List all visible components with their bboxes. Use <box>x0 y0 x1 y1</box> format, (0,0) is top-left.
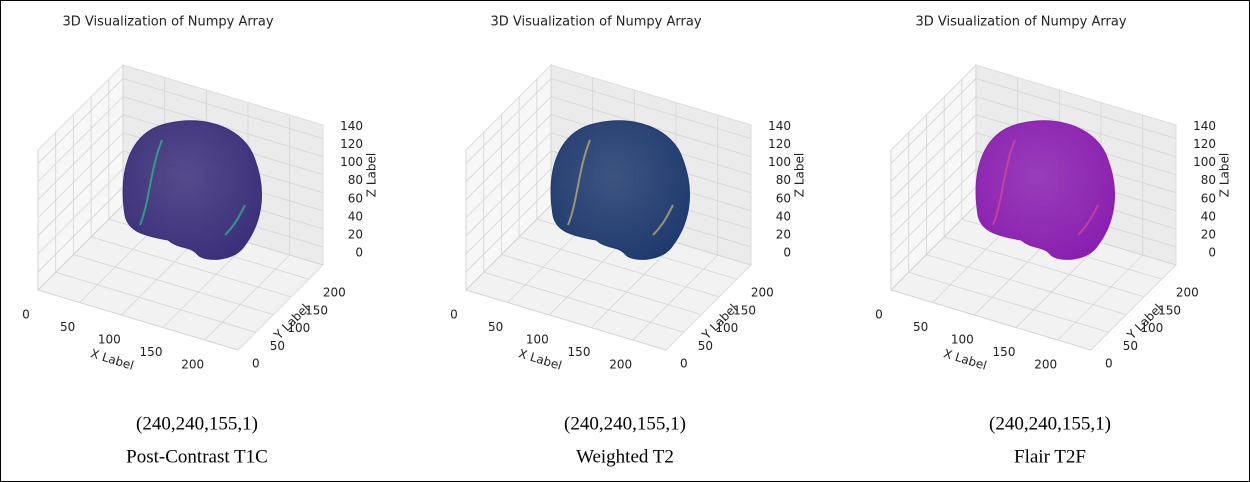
x-tick-label: 100 <box>951 333 974 347</box>
y-tick-label: 200 <box>751 286 774 300</box>
z-tick-label: 100 <box>1193 155 1216 169</box>
z-tick-label: 0 <box>783 246 791 260</box>
x-tick-label: 150 <box>993 345 1016 359</box>
z-tick-label: 20 <box>1201 227 1216 241</box>
x-tick-label: 0 <box>875 308 883 322</box>
y-tick-label: 0 <box>252 357 260 371</box>
x-tick-label: 150 <box>140 345 163 359</box>
z-tick-label: 40 <box>1201 209 1216 223</box>
x-tick-label: 0 <box>22 308 30 322</box>
caption-name: Flair T2F <box>1014 446 1086 467</box>
y-tick-label: 0 <box>680 357 688 371</box>
z-tick-label: 80 <box>348 173 363 187</box>
chart-title: 3D Visualization of Numpy Array <box>915 15 1126 30</box>
z-tick-label: 80 <box>1201 173 1216 187</box>
z-tick-label: 100 <box>768 155 791 169</box>
z-tick-label: 120 <box>1193 137 1216 151</box>
x-tick-label: 50 <box>913 320 928 334</box>
x-tick-label: 200 <box>1034 358 1057 372</box>
z-tick-label: 120 <box>768 137 791 151</box>
caption-shape: (240,240,155,1) <box>136 413 258 434</box>
chart-title: 3D Visualization of Numpy Array <box>490 15 701 30</box>
z-tick-label: 60 <box>348 191 363 205</box>
z-tick-label: 20 <box>348 227 363 241</box>
z-axis-label: Z Label <box>365 153 379 197</box>
y-tick-label: 0 <box>1105 357 1113 371</box>
z-tick-label: 140 <box>1193 119 1216 133</box>
z-tick-label: 40 <box>348 209 363 223</box>
figure: 0501001502000501001502000204060801001201… <box>0 0 1250 482</box>
x-tick-label: 200 <box>609 358 632 372</box>
z-tick-label: 60 <box>776 191 791 205</box>
caption-name: Post-Contrast T1C <box>126 446 268 467</box>
x-tick-label: 50 <box>60 320 75 334</box>
x-tick-label: 150 <box>568 345 591 359</box>
y-tick-label: 50 <box>270 339 285 353</box>
z-tick-label: 120 <box>340 137 363 151</box>
z-tick-label: 140 <box>340 119 363 133</box>
z-tick-label: 0 <box>1208 246 1216 260</box>
z-tick-label: 60 <box>1201 191 1216 205</box>
y-tick-label: 50 <box>698 339 713 353</box>
x-tick-label: 100 <box>98 333 121 347</box>
caption-name: Weighted T2 <box>576 446 674 467</box>
z-tick-label: 80 <box>776 173 791 187</box>
x-tick-label: 200 <box>181 358 204 372</box>
y-tick-label: 50 <box>1123 339 1138 353</box>
caption-shape: (240,240,155,1) <box>564 413 686 434</box>
x-tick-label: 0 <box>450 308 458 322</box>
z-tick-label: 0 <box>355 246 363 260</box>
z-axis-label: Z Label <box>1218 153 1232 197</box>
x-tick-label: 100 <box>526 333 549 347</box>
z-tick-label: 140 <box>768 119 791 133</box>
z-tick-label: 20 <box>776 227 791 241</box>
z-tick-label: 100 <box>340 155 363 169</box>
caption-shape: (240,240,155,1) <box>989 413 1111 434</box>
x-tick-label: 50 <box>488 320 503 334</box>
y-tick-label: 200 <box>323 286 346 300</box>
z-tick-label: 40 <box>776 209 791 223</box>
z-axis-label: Z Label <box>793 153 807 197</box>
y-tick-label: 200 <box>1176 286 1199 300</box>
chart-title: 3D Visualization of Numpy Array <box>62 15 273 30</box>
